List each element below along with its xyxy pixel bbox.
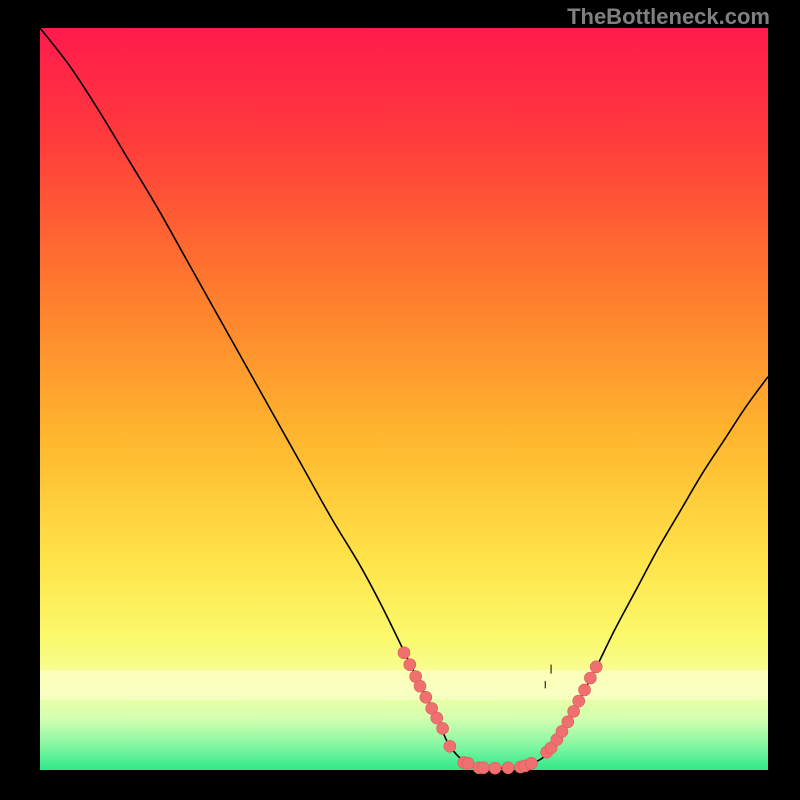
watermark-text: TheBottleneck.com xyxy=(567,4,770,30)
data-marker xyxy=(489,762,501,774)
bottleneck-chart xyxy=(0,0,800,800)
data-marker xyxy=(562,716,574,728)
data-marker xyxy=(584,672,596,684)
data-marker xyxy=(431,712,443,724)
data-marker xyxy=(398,647,410,659)
data-marker xyxy=(502,762,514,774)
data-marker xyxy=(414,680,426,692)
data-marker xyxy=(573,695,585,707)
data-marker xyxy=(579,684,591,696)
data-marker xyxy=(444,740,456,752)
data-marker xyxy=(437,722,449,734)
data-marker xyxy=(404,659,416,671)
data-marker xyxy=(420,691,432,703)
data-marker xyxy=(462,757,474,769)
highlight-band xyxy=(40,670,768,700)
data-marker xyxy=(525,757,537,769)
data-marker xyxy=(477,762,489,774)
data-marker xyxy=(590,661,602,673)
